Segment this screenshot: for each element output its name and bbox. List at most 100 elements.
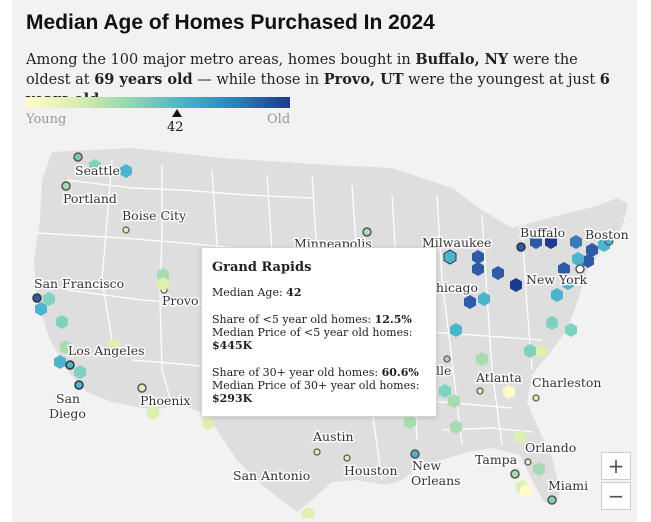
marker-virginia-beach[interactable] [565,323,577,337]
marker-nj[interactable] [562,276,574,290]
subtitle-text-1: Among the 100 major metro areas, homes b… [26,52,416,68]
marker-riverside[interactable] [74,365,86,379]
marker-indianapolis[interactable] [450,323,462,337]
legend-marker-triangle-icon [172,109,182,117]
marker-milwaukee[interactable] [443,249,457,265]
marker-boise[interactable] [122,226,130,234]
marker-new-york[interactable] [575,264,585,274]
marker-ogden[interactable] [157,277,169,291]
marker-worcester[interactable] [586,243,598,257]
marker-birmingham[interactable] [450,420,462,434]
marker-albany[interactable] [570,235,582,249]
marker-orlando[interactable] [524,458,532,466]
marker-ventura[interactable] [54,355,66,369]
label-tampa: Tampa [475,452,518,467]
marker-tacoma[interactable] [120,164,132,178]
tooltip-share-young: Share of <5 year old homes: 12.5% [212,313,412,326]
tooltip-share-young-label: Share of <5 year old homes: [212,313,375,326]
tooltip-median-age: Median Age: 42 [212,286,301,299]
zoom-in-button[interactable]: + [601,452,631,480]
marker-toledo[interactable] [464,295,476,309]
label-los-angeles: Los Angeles [68,343,145,358]
marker-grand-rapids[interactable] [472,250,484,264]
marker-new-orleans[interactable] [410,449,420,459]
page-title: Median Age of Homes Purchased In 2024 [26,11,435,34]
tooltip-share-young-value: 12.5% [374,313,412,326]
marker-philadelphia[interactable] [551,288,563,302]
marker-boston-2[interactable] [604,236,614,246]
subtitle: Among the 100 major metro areas, homes b… [26,50,626,110]
subtitle-oldest-city: Buffalo, NY [415,51,509,68]
marker-salt-lake[interactable] [157,268,169,282]
marker-mcallen[interactable] [302,507,314,518]
marker-miami[interactable] [547,495,557,505]
marker-hartford[interactable] [582,254,594,268]
subtitle-text-3: — while those in [192,72,324,88]
us-map[interactable]: Seattle Portland Boise City Minneapolis … [12,140,637,518]
marker-san-diego[interactable] [74,380,84,390]
marker-lakeland[interactable] [533,462,545,476]
city-labels: Seattle Portland Boise City Minneapolis … [33,162,631,495]
marker-phoenix[interactable] [137,383,147,393]
marker-columbus[interactable] [478,292,490,306]
marker-newark[interactable] [558,262,570,276]
marker-nashville[interactable] [443,355,451,363]
marker-cleveland[interactable] [492,266,504,280]
marker-atlanta[interactable] [476,387,484,395]
subtitle-text-4: were the youngest at just [403,72,600,88]
marker-columbia[interactable] [503,385,515,399]
marker-los-angeles[interactable] [65,360,75,370]
marker-cape-coral[interactable] [520,484,532,498]
marker-raleigh[interactable] [536,344,548,358]
label-boston: Boston [585,227,629,242]
label-portland: Portland [63,191,117,206]
marker-jackson[interactable] [404,415,416,429]
tooltip-share-old: Share of 30+ year old homes: 60.6% [212,366,419,379]
marker-bakersfield[interactable] [60,340,72,354]
marker-rochester[interactable] [545,235,557,249]
marker-chattanooga[interactable] [448,394,460,408]
marker-detroit[interactable] [472,262,484,276]
marker-seattle[interactable] [73,152,83,162]
marker-providence[interactable] [572,252,584,266]
marker-oakland[interactable] [43,292,55,306]
label-orlando: Orlando [525,440,576,455]
marker-richmond[interactable] [524,344,536,358]
tooltip-median-age-value: 42 [286,286,302,299]
tooltip-share-old-label: Share of 30+ year old homes: [212,366,382,379]
marker-tucson[interactable] [147,406,159,420]
marker-seattle-2[interactable] [89,159,101,173]
marker-baltimore[interactable] [546,316,558,330]
marker-buffalo-2[interactable] [530,235,542,249]
marker-fresno[interactable] [108,338,120,352]
marker-portland[interactable] [61,181,71,191]
marker-tampa[interactable] [510,469,520,479]
tooltip-price-old-amount: $293K [212,392,253,405]
marker-pittsburgh[interactable] [510,278,522,292]
marker-memphis[interactable] [439,384,451,398]
zoom-out-button[interactable]: − [601,482,631,510]
tooltip-price-young-value: $445K [212,339,252,352]
marker-knoxville[interactable] [476,352,488,366]
marker-san-jose[interactable] [35,302,47,316]
marker-el-paso[interactable] [202,416,214,430]
tooltip-price-young-amount: $445K [212,339,253,352]
label-chicago: hicago [436,280,478,295]
tooltip-median-age-label: Median Age: [212,286,287,299]
marker-san-francisco[interactable] [32,293,42,303]
marker-jacksonville[interactable] [514,430,526,444]
marker-stockton[interactable] [56,315,68,329]
marker-houston[interactable] [343,454,351,462]
marker-austin[interactable] [313,448,321,456]
subtitle-text-2: were the oldest at [26,52,578,88]
marker-buffalo[interactable] [516,242,526,252]
label-san-diego-1: San [56,391,80,406]
tooltip-price-old-value: $293K [212,392,252,405]
marker-minneapolis[interactable] [362,227,372,237]
label-houston: Houston [344,463,398,478]
label-austin: Austin [312,429,354,444]
label-milwaukee: Milwaukee [422,235,491,250]
tooltip-share-old-value: 60.6% [381,366,419,379]
marker-charleston[interactable] [532,394,540,402]
label-new-orleans-2: Orleans [411,473,461,488]
